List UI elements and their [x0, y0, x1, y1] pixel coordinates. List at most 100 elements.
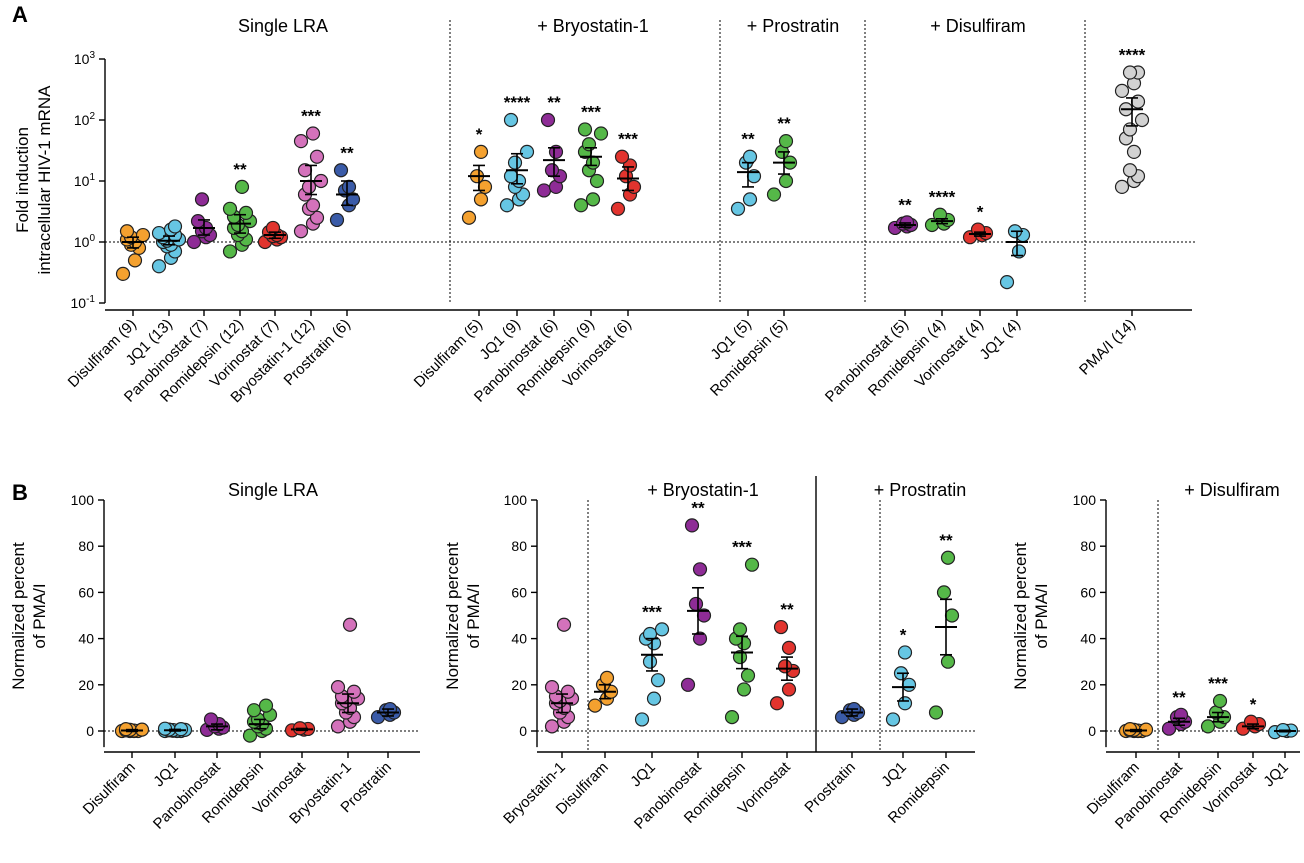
panel-b2-point: [688, 596, 704, 612]
panel-a-significance-label: ****: [929, 188, 956, 207]
panel-b1-y-axis-label: of PMA/I: [30, 583, 49, 648]
panel-b2-point: [650, 673, 666, 688]
panel-a-point: [305, 126, 321, 141]
panel-a-point: [1122, 122, 1138, 137]
panel-b2-point: [740, 668, 756, 683]
panel-b2-point: [781, 682, 797, 697]
panel-a-point: [544, 163, 560, 178]
panel-b4-point: [1200, 719, 1216, 734]
panel-b1-point: [346, 684, 362, 699]
panel-b3-point: [936, 585, 952, 600]
panel-b4-y-tick-label: 80: [1080, 538, 1096, 554]
panel-b2-point: [769, 696, 785, 711]
panel-b2-point: [777, 659, 793, 674]
panel-b2-y-tick-label: 20: [511, 677, 527, 693]
panel-a-point: [778, 134, 794, 149]
panel-a-point: [329, 212, 345, 228]
panel-a-category-label: PMA/I (14): [1076, 316, 1139, 379]
panel-a-significance-label: **: [233, 160, 247, 179]
panel-b1-y-tick-label: 20: [78, 677, 94, 693]
panel-b3-point: [897, 696, 913, 711]
panel-b2-point: [599, 670, 615, 685]
panel-b2-point: [692, 631, 708, 646]
panel-a-y-tick-label: 10-1: [71, 294, 96, 311]
panel-a-point: [293, 134, 309, 149]
panel-a-point: [473, 144, 489, 159]
panel-a-significance-label: **: [741, 130, 755, 149]
panel-a-point: [1114, 83, 1130, 98]
panel-a-point: [473, 192, 489, 207]
panel-label-a: A: [12, 2, 28, 27]
panel-a-point: [742, 149, 758, 164]
panel-b1-y-axis-label: Normalized percent: [9, 542, 28, 690]
panel-b1-point: [246, 703, 262, 718]
panel-a-point: [766, 187, 782, 202]
panel-b4-point: [1161, 721, 1177, 736]
panel-b1-point: [242, 728, 258, 743]
panel-a-point: [135, 227, 151, 243]
panel-b1-point: [330, 719, 346, 734]
panel-b2-point: [544, 719, 560, 734]
panel-a-point: [540, 112, 556, 128]
panel-a-significance-label: *: [977, 203, 984, 222]
panel-a-point: [519, 144, 535, 159]
panel-a-point: [1126, 144, 1142, 159]
panel-a-point: [115, 266, 131, 281]
panel-a-point: [730, 201, 746, 216]
panel-b2-point: [642, 626, 658, 642]
panel-b2-y-tick-label: 80: [511, 538, 527, 554]
panel-b3-point: [940, 654, 956, 669]
panel-b2-y-axis-label: Normalized percent: [443, 542, 462, 690]
panel-a-point: [577, 122, 593, 137]
panel-a-point: [194, 192, 210, 207]
panel-a-significance-label: **: [340, 143, 354, 162]
panel-b4-y-axis-label: of PMA/I: [1032, 583, 1051, 648]
panel-b1-y-tick-label: 80: [78, 538, 94, 554]
panel-b2-point: [642, 654, 658, 669]
panel-b4-y-tick-label: 40: [1080, 631, 1096, 647]
panel-a-point: [593, 126, 609, 141]
panel-a-point: [1011, 244, 1027, 259]
panel-b2-point: [587, 698, 603, 713]
panel-b2-y-axis-label: of PMA/I: [464, 583, 483, 648]
panel-b1-title: Single LRA: [228, 480, 318, 500]
panel-a-significance-label: **: [777, 114, 791, 133]
panel-b4-significance-label: **: [1172, 688, 1186, 707]
panel-a-group-title: Single LRA: [238, 16, 328, 36]
panel-a-significance-label: ***: [581, 102, 601, 121]
panel-a-group-title: + Bryostatin-1: [537, 16, 649, 36]
panel-b3-point: [940, 550, 956, 565]
panel-a-significance-label: *: [476, 125, 483, 144]
panel-a-point: [589, 173, 605, 189]
panel-a-point: [305, 198, 321, 213]
panel-b1-y-tick-label: 0: [86, 723, 94, 739]
panel-b3-point: [897, 645, 913, 660]
panel-b3-point: [885, 712, 901, 727]
panel-a-point: [778, 173, 794, 189]
panel-b2-point: [634, 712, 650, 727]
panel-a-point: [999, 275, 1015, 290]
panel-a-y-tick-label: 103: [74, 50, 96, 67]
panel-a-significance-label: ***: [301, 107, 321, 126]
panel-a-point: [301, 179, 317, 195]
panel-a-point: [309, 149, 325, 164]
panel-a-significance-label: **: [898, 195, 912, 214]
panel-a-point: [461, 210, 477, 225]
panel-b2-point: [732, 622, 748, 637]
panel-b4-y-tick-label: 100: [1073, 492, 1097, 508]
panel-b2-category-label: JQ1: [627, 759, 658, 790]
panel-a-group-title: + Prostratin: [747, 16, 840, 36]
panel-a-point: [222, 244, 238, 259]
panel-a-point: [503, 112, 519, 128]
panel-b2-category-label: Bryostatin-1: [500, 759, 569, 828]
panel-a-point: [341, 179, 357, 195]
panel-b3-point: [944, 608, 960, 623]
panel-a-point: [742, 192, 758, 207]
panel-b1-category-label: JQ1: [150, 759, 181, 790]
panel-b1-point: [342, 617, 358, 632]
panel-b4-y-axis-label: Normalized percent: [1011, 542, 1030, 690]
panel-b2-point: [680, 677, 696, 692]
panel-b3-category-label: JQ1: [878, 759, 909, 790]
panel-a-point: [186, 234, 202, 250]
